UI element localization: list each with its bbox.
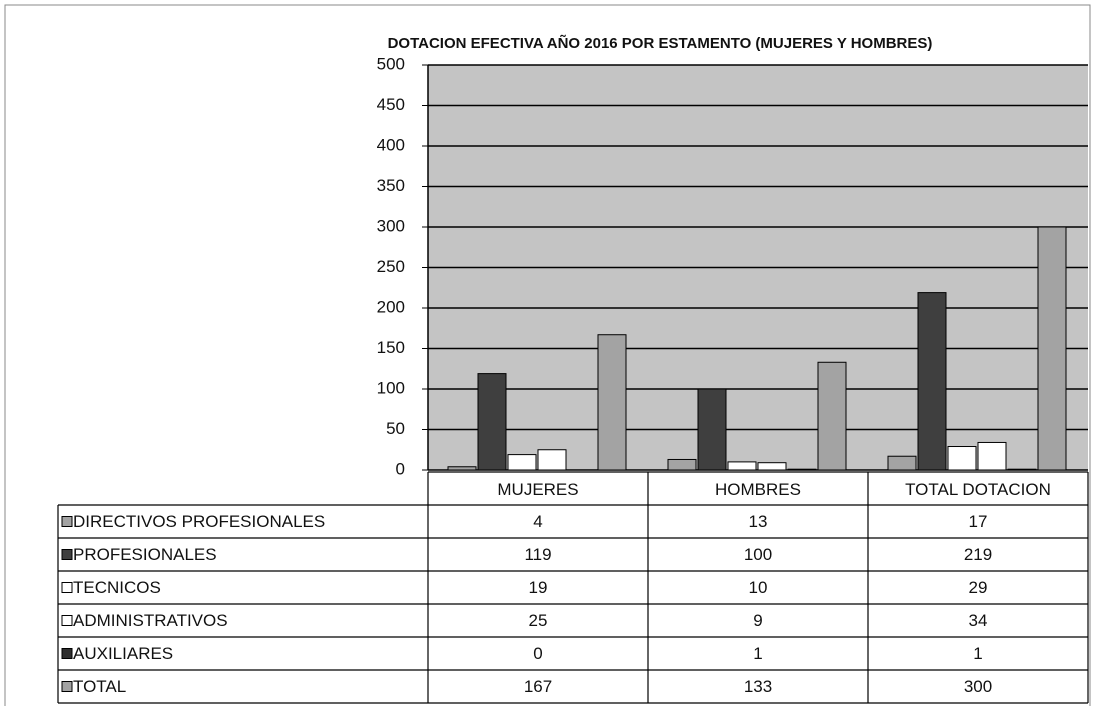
bar xyxy=(917,292,947,471)
table-value: 219 xyxy=(964,545,992,564)
table-value: 19 xyxy=(529,578,548,597)
y-tick-label: 500 xyxy=(377,54,405,73)
table-value: 25 xyxy=(529,611,548,630)
bar xyxy=(757,462,787,471)
y-tick-label: 350 xyxy=(377,176,405,195)
legend-label: TOTAL xyxy=(73,677,126,696)
bar xyxy=(477,373,507,471)
table-value: 29 xyxy=(969,578,988,597)
y-tick-label: 250 xyxy=(377,257,405,276)
legend-key xyxy=(61,549,73,560)
chart-title: DOTACION EFECTIVA AÑO 2016 POR ESTAMENTO… xyxy=(388,34,933,52)
x-tick-label: MUJERES xyxy=(497,480,578,499)
bar xyxy=(787,468,817,471)
table-value: 13 xyxy=(749,512,768,531)
legend-key xyxy=(61,582,73,593)
y-tick-label: 0 xyxy=(396,459,405,478)
bar xyxy=(597,334,627,471)
table-value: 17 xyxy=(969,512,988,531)
legend-key xyxy=(61,615,73,626)
y-tick-label: 200 xyxy=(377,297,405,316)
table-value: 167 xyxy=(524,677,552,696)
y-tick-label: 300 xyxy=(377,216,405,235)
bar xyxy=(977,441,1007,471)
x-tick-label: HOMBRES xyxy=(715,480,801,499)
table-value: 100 xyxy=(744,545,772,564)
bar xyxy=(537,449,567,471)
bar xyxy=(667,458,697,471)
bar xyxy=(697,388,727,471)
legend-key xyxy=(61,648,73,659)
y-tick-label: 400 xyxy=(377,135,405,154)
bar xyxy=(727,461,757,471)
table-value: 4 xyxy=(533,512,542,531)
table-value: 1 xyxy=(973,644,982,663)
table-value: 0 xyxy=(533,644,542,663)
legend-label: TECNICOS xyxy=(73,578,161,597)
bar xyxy=(1037,226,1067,471)
y-tick-label: 450 xyxy=(377,95,405,114)
y-tick-label: 50 xyxy=(386,419,405,438)
legend-label: AUXILIARES xyxy=(73,644,173,663)
bar xyxy=(1007,468,1037,471)
table-value: 1 xyxy=(753,644,762,663)
bar xyxy=(817,361,847,471)
bar xyxy=(947,446,977,471)
legend-key xyxy=(61,516,73,527)
bar xyxy=(507,454,537,471)
legend-label: DIRECTIVOS PROFESIONALES xyxy=(73,512,325,531)
table-value: 9 xyxy=(753,611,762,630)
legend-key xyxy=(61,681,73,692)
table-value: 10 xyxy=(749,578,768,597)
table-value: 119 xyxy=(524,545,551,564)
y-tick-label: 100 xyxy=(377,378,405,397)
bar xyxy=(447,466,477,471)
legend-label: ADMINISTRATIVOS xyxy=(73,611,228,630)
table-value: 34 xyxy=(969,611,988,630)
x-tick-label: TOTAL DOTACION xyxy=(905,480,1051,499)
legend-label: PROFESIONALES xyxy=(73,545,217,564)
table-value: 133 xyxy=(744,677,772,696)
y-tick-label: 150 xyxy=(377,338,405,357)
bar xyxy=(887,455,917,471)
table-value: 300 xyxy=(964,677,992,696)
